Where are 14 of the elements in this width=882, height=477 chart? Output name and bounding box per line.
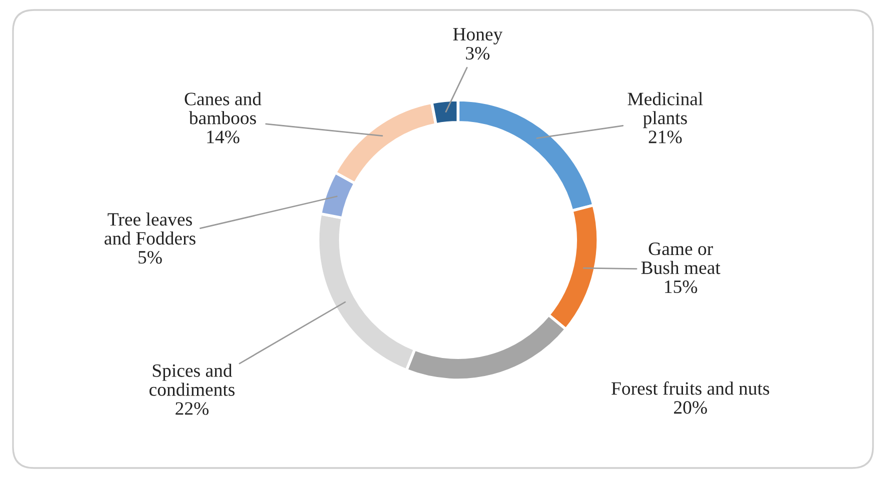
slice-label: Spices and condiments	[149, 364, 235, 396]
data-label: 20%	[674, 401, 707, 414]
data-label: 15%	[665, 280, 698, 294]
slice-label: Forest fruits and nuts	[612, 381, 770, 395]
data-label: 3%	[466, 46, 490, 60]
slice-label: Medicinal plants	[628, 92, 703, 128]
slice-label: Tree leaves and Fodders	[104, 212, 196, 245]
data-label: 5%	[138, 250, 162, 264]
data-label: 21%	[648, 130, 682, 144]
data-label: 14%	[207, 130, 240, 144]
slice-label: Canes and bamboos	[184, 92, 262, 124]
slice-label: Honey	[453, 28, 503, 44]
slice-label: Game or Bush meat	[641, 242, 720, 274]
data-label: 22%	[176, 402, 209, 415]
